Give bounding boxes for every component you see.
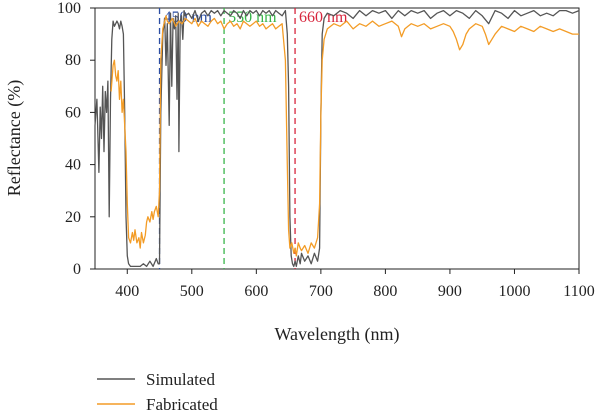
legend-label-fabricated: Fabricated: [146, 395, 218, 414]
y-axis-title: Reflectance (%): [4, 80, 25, 196]
x-tick-label-500: 500: [180, 283, 204, 300]
x-tick-label-600: 600: [244, 283, 268, 300]
y-tick-label-0: 0: [73, 261, 81, 278]
x-tick-label-900: 900: [438, 283, 462, 300]
series-line-fabricated: [110, 15, 579, 257]
y-axis-ticks: 0 20 40 60 80 100: [57, 0, 95, 278]
legend-label-simulated: Simulated: [146, 370, 215, 389]
marker-label-550: 550 nm: [228, 9, 277, 26]
y-tick-label-100: 100: [57, 0, 81, 17]
x-tick-label-700: 700: [309, 283, 333, 300]
x-axis-ticks: 400 500 600 700 800 900 1000 1100: [115, 269, 595, 300]
x-tick-label-800: 800: [373, 283, 397, 300]
series-line-simulated: [94, 9, 580, 268]
legend: Simulated Fabricated: [97, 370, 218, 414]
plot-frame: [94, 7, 580, 270]
y-tick-label-80: 80: [65, 52, 81, 69]
x-axis-title: Wavelength (nm): [274, 324, 399, 345]
y-tick-label-20: 20: [65, 209, 81, 226]
series-lines: [94, 9, 580, 268]
x-tick-label-1000: 1000: [498, 283, 530, 300]
marker-label-660: 660 nm: [299, 9, 348, 26]
y-tick-label-40: 40: [65, 157, 81, 174]
y-tick-label-60: 60: [65, 104, 81, 121]
x-tick-label-1100: 1100: [563, 283, 594, 300]
x-tick-label-400: 400: [115, 283, 139, 300]
